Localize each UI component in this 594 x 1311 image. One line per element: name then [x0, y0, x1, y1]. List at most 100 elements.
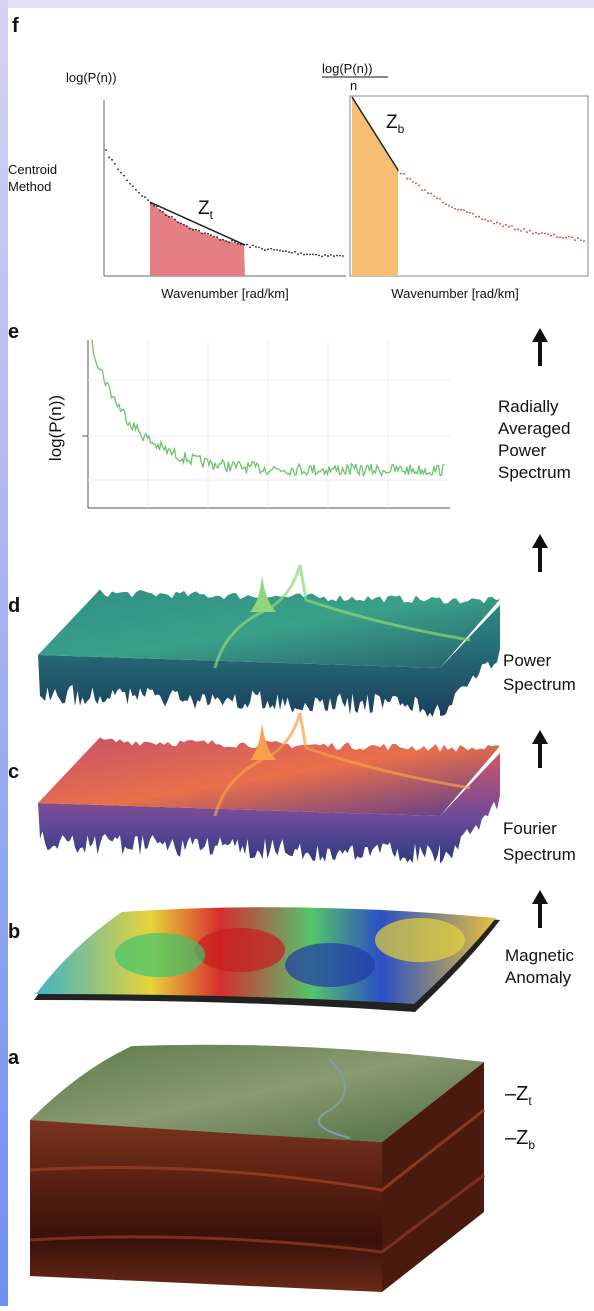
dot — [430, 192, 432, 195]
dot — [532, 232, 534, 235]
dot — [562, 236, 564, 239]
arrows — [532, 328, 548, 928]
left-border — [0, 0, 8, 1306]
dot — [481, 218, 483, 221]
dot — [108, 156, 110, 159]
dot — [285, 250, 287, 253]
dot — [294, 251, 296, 253]
dot — [162, 210, 164, 213]
depth-label: –Zt — [505, 1083, 532, 1108]
ridge — [213, 564, 471, 669]
frame — [349, 95, 589, 277]
surface-top — [38, 737, 500, 816]
dot — [493, 222, 495, 225]
row-label: Centroid — [8, 162, 57, 177]
depth-label: Zt — [198, 198, 214, 222]
dot — [309, 253, 311, 256]
dot — [180, 222, 182, 225]
shaded-area — [352, 97, 398, 276]
anomaly-lobe — [285, 943, 375, 987]
dot — [141, 195, 143, 198]
block-front — [30, 1120, 382, 1292]
dot — [490, 219, 492, 222]
dot — [339, 254, 341, 257]
spectrum-chart — [82, 339, 450, 509]
dot — [565, 236, 567, 239]
dot — [445, 203, 447, 206]
caption: Averaged — [498, 419, 570, 438]
dot — [433, 195, 435, 198]
dot — [252, 244, 254, 247]
dot — [288, 251, 290, 254]
panel-label: c — [8, 761, 19, 783]
dot — [487, 220, 489, 223]
dot — [126, 179, 128, 182]
dot — [466, 211, 468, 213]
dot — [544, 232, 546, 235]
dot — [237, 242, 239, 245]
dot — [270, 247, 272, 250]
dot — [463, 209, 465, 212]
dot — [129, 182, 131, 185]
dot — [418, 184, 420, 187]
dot — [436, 197, 438, 200]
dot — [123, 174, 125, 177]
dot — [264, 249, 266, 251]
caption: Spectrum — [503, 675, 576, 694]
dot — [171, 215, 173, 218]
dot — [412, 181, 414, 183]
dot — [216, 236, 218, 239]
peak — [250, 575, 276, 612]
dot — [306, 253, 308, 256]
dot — [189, 227, 191, 230]
dot — [300, 252, 302, 255]
dot — [538, 232, 540, 235]
dot — [324, 254, 326, 256]
dot — [454, 207, 456, 210]
dot — [258, 246, 260, 249]
dot — [297, 253, 299, 256]
dot — [117, 168, 119, 171]
dot — [165, 214, 167, 217]
dot — [442, 201, 444, 204]
y-label: log(P(n)) — [322, 61, 373, 76]
dot — [529, 229, 531, 232]
dot — [138, 191, 140, 194]
layer — [29, 1108, 485, 1192]
y-label: n — [350, 78, 357, 93]
fit-line — [351, 96, 399, 171]
top-border — [0, 0, 594, 8]
dot — [439, 197, 441, 200]
dot — [577, 237, 579, 239]
dot — [246, 243, 248, 246]
dot — [556, 236, 558, 239]
dot — [448, 204, 450, 207]
dot — [526, 231, 528, 234]
caption: Radially — [498, 397, 559, 416]
dot — [475, 215, 477, 218]
dot — [451, 206, 453, 209]
dot — [201, 232, 203, 235]
dot — [415, 182, 417, 185]
surface-sides — [38, 605, 500, 717]
dot — [547, 233, 549, 235]
dot — [409, 177, 411, 180]
dot — [502, 225, 504, 228]
dot — [508, 225, 510, 228]
caption: Power — [498, 441, 547, 460]
panel-label: a — [8, 1047, 20, 1069]
shaded-area — [150, 202, 245, 276]
depth-label: Zb — [386, 112, 405, 136]
dot — [568, 235, 570, 238]
dot — [147, 199, 149, 202]
dot — [234, 241, 236, 244]
dot — [120, 171, 122, 174]
dot — [276, 249, 278, 251]
dot — [159, 209, 161, 212]
dot — [499, 222, 501, 225]
river — [317, 1059, 351, 1139]
dot — [213, 235, 215, 238]
dot — [541, 232, 543, 235]
dot — [231, 239, 233, 242]
